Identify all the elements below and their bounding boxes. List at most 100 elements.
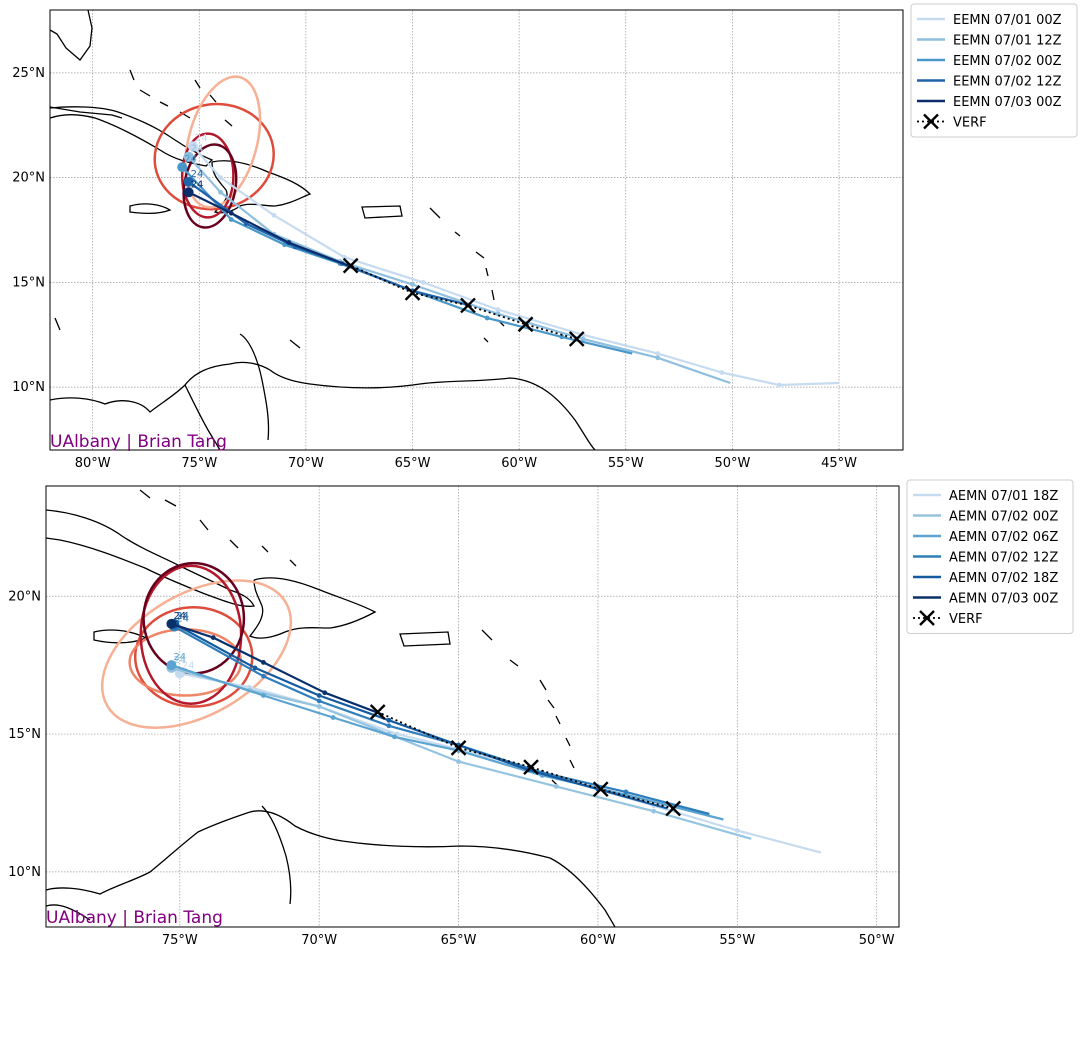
legend-entry: EEMN 07/02 12Z: [953, 75, 1062, 90]
forecast-track-point: [719, 370, 725, 375]
verf-track-line: [377, 711, 674, 810]
forecast-track-point: [286, 240, 292, 245]
legend: AEMN 07/01 18Z AEMN 07/02 00Z AEMN 07/02 0…: [906, 479, 1074, 634]
x-tick-label: 70°W: [301, 933, 337, 948]
forecast-hour-label: 24: [173, 655, 186, 666]
forecast-track-end-marker: [177, 162, 188, 173]
forecast-track-point: [316, 704, 322, 709]
verf-marker: [460, 297, 476, 314]
forecast-track-point: [218, 175, 224, 181]
forecast-track-point: [261, 660, 266, 665]
x-tick-label: 60°W: [580, 933, 616, 948]
verf-marker: [342, 257, 359, 274]
forecast-hour-label: 24: [176, 614, 189, 625]
map-background: [50, 10, 903, 450]
forecast-track-point: [228, 210, 234, 216]
forecast-hour-label: 24: [191, 169, 204, 180]
legend: EEMN 07/01 00Z EEMN 07/01 12Z EEMN 07/02 0…: [910, 3, 1078, 138]
forecast-track-point: [261, 693, 266, 698]
x-tick-label: 75°W: [162, 933, 198, 948]
verf-marker: [523, 759, 539, 775]
legend-entry: AEMN 07/02 12Z: [949, 551, 1058, 566]
verf-marker: [592, 781, 609, 798]
verf-marker: [404, 285, 421, 301]
y-tick-label: 20°N: [8, 589, 41, 604]
forecast-track-point: [484, 315, 490, 321]
forecast-track-end-marker: [183, 187, 194, 198]
verf-marker: [369, 704, 386, 720]
y-tick-label: 20°N: [12, 171, 45, 186]
x-tick-label: 65°W: [441, 933, 477, 948]
verf-marker: [665, 800, 682, 817]
y-tick-label: 10°N: [12, 380, 45, 395]
forecast-track-point: [734, 828, 740, 833]
verf-marker: [517, 316, 534, 333]
forecast-track-end-marker: [166, 660, 177, 671]
forecast-track-point: [316, 693, 322, 698]
legend-verf-marker: [919, 610, 935, 626]
uncertainty-contour: [184, 75, 262, 209]
forecast-track-line: [188, 191, 349, 267]
forecast-track-point: [776, 382, 782, 388]
forecast-track-point: [210, 635, 216, 640]
x-axis-ticks: 80°W 75°W 70°W 65°W 60°W 55°W 50°W 45°W: [75, 456, 857, 471]
verf-marker: [450, 739, 467, 756]
y-tick-label: 15°N: [12, 275, 45, 290]
forecast-track-point: [420, 279, 426, 285]
x-tick-label: 75°W: [181, 456, 217, 471]
legend-entry: AEMN 07/03 00Z: [949, 592, 1058, 607]
y-tick-label: 15°N: [8, 727, 41, 742]
forecast-track-point: [386, 717, 392, 723]
legend-entry: AEMN 07/01 18Z: [949, 489, 1058, 504]
forecast-hour-label: 24: [191, 144, 204, 155]
x-tick-label: 55°W: [719, 933, 755, 948]
forecast-hour-label: 24: [176, 611, 189, 622]
uncertainty-contour: [100, 579, 293, 729]
x-tick-label: 70°W: [288, 456, 324, 471]
verification-track: [342, 257, 585, 347]
legend-entry: EEMN 07/03 00Z: [953, 95, 1062, 110]
forecast-track-point: [655, 355, 661, 361]
forecast-track-line: [171, 664, 724, 821]
map-frame: [45, 485, 900, 928]
legend-entry: EEMN 07/02 00Z: [953, 54, 1062, 69]
forecast-track-point: [341, 254, 347, 260]
forecast-track-point: [261, 673, 266, 679]
x-tick-label: 45°W: [821, 456, 857, 471]
forecast-hour-label: 24: [195, 133, 208, 144]
y-tick-label: 10°N: [8, 865, 41, 880]
forecast-hour-label: 24: [173, 611, 186, 622]
forecast-track-point: [392, 734, 397, 740]
forecast-track-end-marker: [183, 151, 194, 162]
forecast-track-point: [252, 665, 258, 671]
forecast-track-point: [623, 789, 629, 795]
uncertainty-contours: [100, 561, 293, 729]
forecast-track-point: [228, 217, 234, 222]
forecast-track-end-marker: [183, 176, 194, 187]
forecast-track-point: [271, 212, 277, 218]
legend-entry: VERF: [953, 116, 987, 131]
map-background: [46, 486, 899, 927]
forecast-track-point: [651, 808, 657, 814]
legend-verf-marker: [923, 113, 939, 130]
x-tick-label: 50°W: [714, 456, 750, 471]
y-tick-label: 25°N: [12, 66, 45, 81]
map-frame: [49, 9, 904, 451]
forecast-track-end-marker: [166, 618, 177, 629]
x-axis-ticks: 75°W 70°W 65°W 60°W 55°W 50°W: [162, 933, 895, 948]
x-tick-label: 60°W: [501, 456, 537, 471]
x-tick-label: 80°W: [75, 456, 111, 471]
forecast-track-point: [495, 307, 501, 313]
forecast-track-line: [171, 666, 752, 840]
legend-entry: AEMN 07/02 00Z: [949, 510, 1058, 525]
forecast-hour-label: 24: [191, 179, 204, 190]
forecast-track-point: [386, 723, 392, 729]
forecast-track-point: [456, 759, 461, 765]
uncertainty-contour: [180, 132, 235, 219]
legend-entry: EEMN 07/01 00Z: [953, 13, 1062, 28]
y-axis-ticks: 10°N 15°N 20°N: [8, 589, 41, 880]
